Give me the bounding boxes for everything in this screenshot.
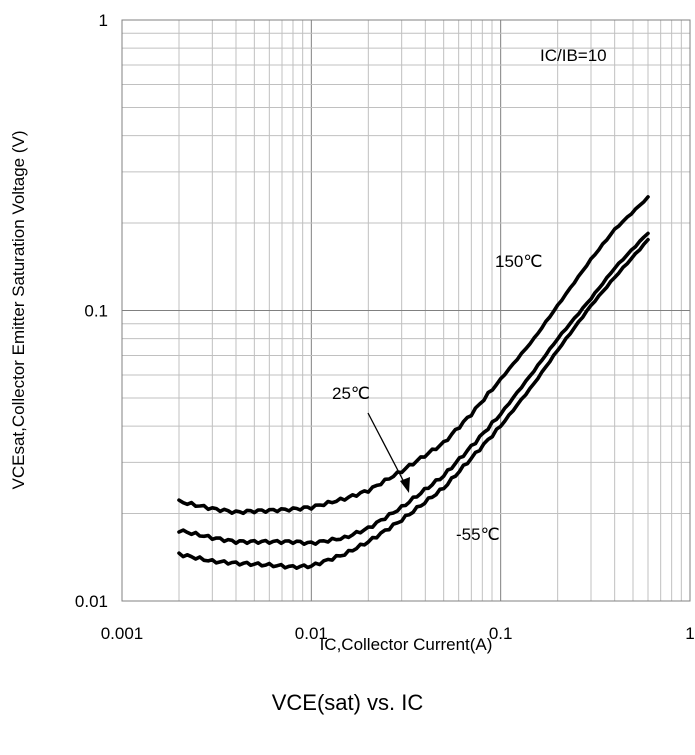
series-line-3 [177, 237, 650, 570]
x-tick-label: 0.1 [489, 624, 513, 643]
annotation-150c: 150℃ [495, 252, 542, 271]
x-tick-label: 1 [685, 624, 694, 643]
annotation-minus55c: -55℃ [456, 525, 500, 544]
annotation-arrow [367, 412, 410, 493]
y-tick-label: 1 [99, 11, 108, 30]
chart: 0.001 0.01 0.1 1 0.01 0.1 1 IC,Collector Curre… [9, 11, 695, 654]
annotation-ratio: IC/IB=10 [540, 46, 607, 65]
x-tick-label: 0.01 [295, 624, 328, 643]
annotation-25c: 25℃ [332, 384, 370, 403]
series-line-1 [177, 195, 650, 516]
y-axis-title: VCEsat,Collector Emitter Saturation Volt… [9, 130, 28, 489]
y-tick-label: 0.01 [75, 592, 108, 611]
plot-area-border [121, 19, 691, 602]
y-tick-label: 0.1 [84, 302, 108, 321]
chart-grid [122, 20, 690, 601]
series-line-2 [177, 231, 650, 546]
x-tick-label: 0.001 [101, 624, 144, 643]
x-axis-title: IC,Collector Current(A) [320, 635, 493, 654]
chart-caption: VCE(sat) vs. IC [271, 690, 424, 715]
series-layer [177, 195, 650, 570]
tick-labels: 0.001 0.01 0.1 1 0.01 0.1 1 [75, 11, 695, 643]
